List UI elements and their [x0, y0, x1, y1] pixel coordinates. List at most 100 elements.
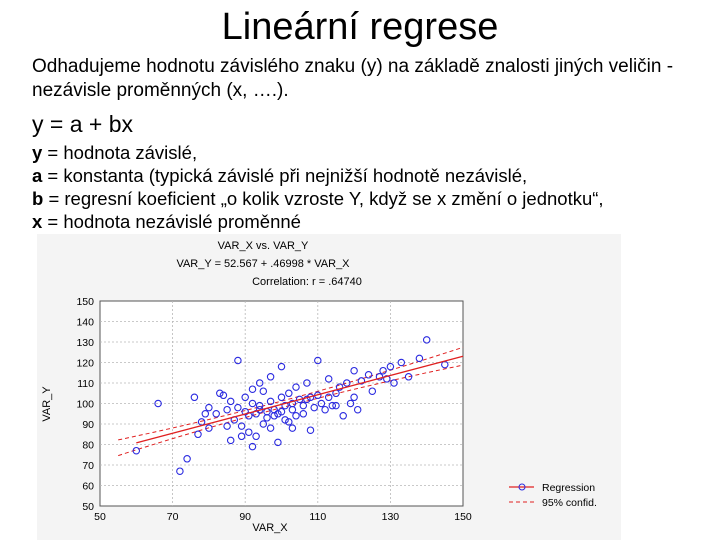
data-point	[314, 356, 322, 365]
y-tick-label: 80	[82, 440, 94, 452]
data-point	[226, 397, 235, 406]
y-tick-label: 60	[82, 481, 94, 493]
data-point	[241, 393, 249, 402]
data-point	[266, 397, 275, 406]
definition-text: = konstanta (typická závislé při nejnižš…	[42, 165, 528, 186]
data-point	[397, 358, 406, 367]
definition-term: a	[32, 165, 43, 186]
data-point	[299, 401, 308, 410]
data-point	[339, 412, 347, 420]
chart-legend: Regression 95% confid.	[509, 482, 597, 509]
data-point	[324, 393, 333, 402]
data-point	[306, 426, 315, 434]
data-point	[383, 375, 391, 383]
data-point	[353, 405, 362, 414]
data-point	[292, 383, 300, 391]
data-point	[357, 377, 366, 385]
data-point	[350, 393, 358, 402]
data-point	[252, 432, 260, 441]
data-point	[364, 371, 373, 379]
data-point	[248, 442, 257, 451]
y-axis-label: VAR_Y	[41, 386, 53, 422]
data-point	[310, 403, 318, 412]
definition-a: a = konstanta (typická závislé při nejni…	[32, 164, 712, 187]
data-point	[346, 399, 355, 408]
data-point	[132, 446, 141, 455]
intro-text: Odhadujeme hodnotu závislého znaku (y) n…	[32, 56, 674, 101]
data-point	[205, 403, 213, 412]
data-point	[299, 410, 308, 418]
chart-correlation: Correlation: r = .64740	[252, 276, 362, 288]
chart-title: VAR_X vs. VAR_Y	[218, 240, 309, 252]
data-point	[404, 373, 413, 381]
x-tick-label: 50	[94, 511, 106, 523]
data-point	[266, 424, 275, 432]
data-point	[274, 410, 282, 418]
legend-point-swatch	[518, 483, 526, 491]
data-point	[288, 424, 297, 432]
legend-regression-label: Regression	[542, 482, 595, 494]
data-point	[154, 399, 162, 408]
data-point	[277, 393, 286, 402]
x-tick-label: 110	[309, 511, 326, 523]
definition-term: y	[32, 142, 43, 163]
definition-text: = regresní koeficient „o kolik vzroste Y…	[43, 188, 604, 209]
definition-text: = hodnota závislé,	[42, 142, 198, 163]
data-point	[194, 430, 202, 439]
scatter-chart: VAR_X vs. VAR_Y VAR_Y = 52.567 + .46998 …	[37, 234, 621, 540]
data-point	[245, 428, 253, 436]
data-point	[379, 366, 387, 375]
data-point	[292, 412, 300, 420]
data-point	[205, 424, 213, 432]
data-point	[274, 438, 282, 447]
data-point	[288, 405, 297, 414]
slide-title: Lineární regrese	[221, 6, 499, 48]
data-point	[219, 391, 228, 400]
data-point	[190, 393, 199, 402]
data-point	[303, 395, 311, 404]
y-tick-label: 130	[76, 337, 94, 349]
data-point	[390, 379, 398, 387]
y-tick-label: 70	[82, 460, 94, 472]
grid-lines	[100, 301, 463, 506]
data-point	[277, 407, 286, 416]
data-point	[285, 389, 293, 398]
y-tick-label: 150	[76, 296, 94, 308]
x-tick-label: 70	[167, 511, 179, 523]
definitions-list: y = hodnota závislé, a = konstanta (typi…	[32, 141, 712, 233]
data-point	[422, 336, 431, 344]
data-point	[266, 373, 275, 381]
data-point	[350, 366, 358, 375]
data-point	[183, 455, 191, 463]
definition-x: x = hodnota nezávislé proměnné	[32, 210, 712, 233]
data-point	[415, 354, 424, 363]
data-point	[223, 422, 231, 430]
data-point	[226, 436, 235, 445]
regression-formula: y = a + bx	[32, 111, 134, 137]
y-tick-label: 90	[82, 419, 94, 431]
confidence-band-upper	[118, 346, 464, 441]
regression-line	[136, 355, 464, 444]
data-point	[277, 362, 286, 371]
y-tick-label: 100	[76, 399, 94, 411]
data-point	[201, 410, 210, 418]
data-point	[324, 375, 333, 383]
data-point	[237, 422, 246, 430]
data-point	[285, 418, 293, 426]
data-point	[368, 387, 377, 395]
definition-term: x	[32, 211, 43, 232]
y-tick-label: 110	[77, 378, 94, 390]
x-tick-label: 130	[382, 511, 400, 523]
data-point	[263, 414, 271, 422]
y-tick-label: 140	[76, 317, 94, 329]
data-point	[321, 405, 329, 414]
data-point	[255, 379, 264, 387]
data-point	[303, 379, 311, 387]
data-point	[332, 401, 340, 410]
data-point	[259, 420, 268, 428]
data-point	[234, 356, 242, 365]
data-point	[317, 399, 326, 408]
data-point	[237, 432, 246, 441]
data-point	[335, 383, 344, 391]
